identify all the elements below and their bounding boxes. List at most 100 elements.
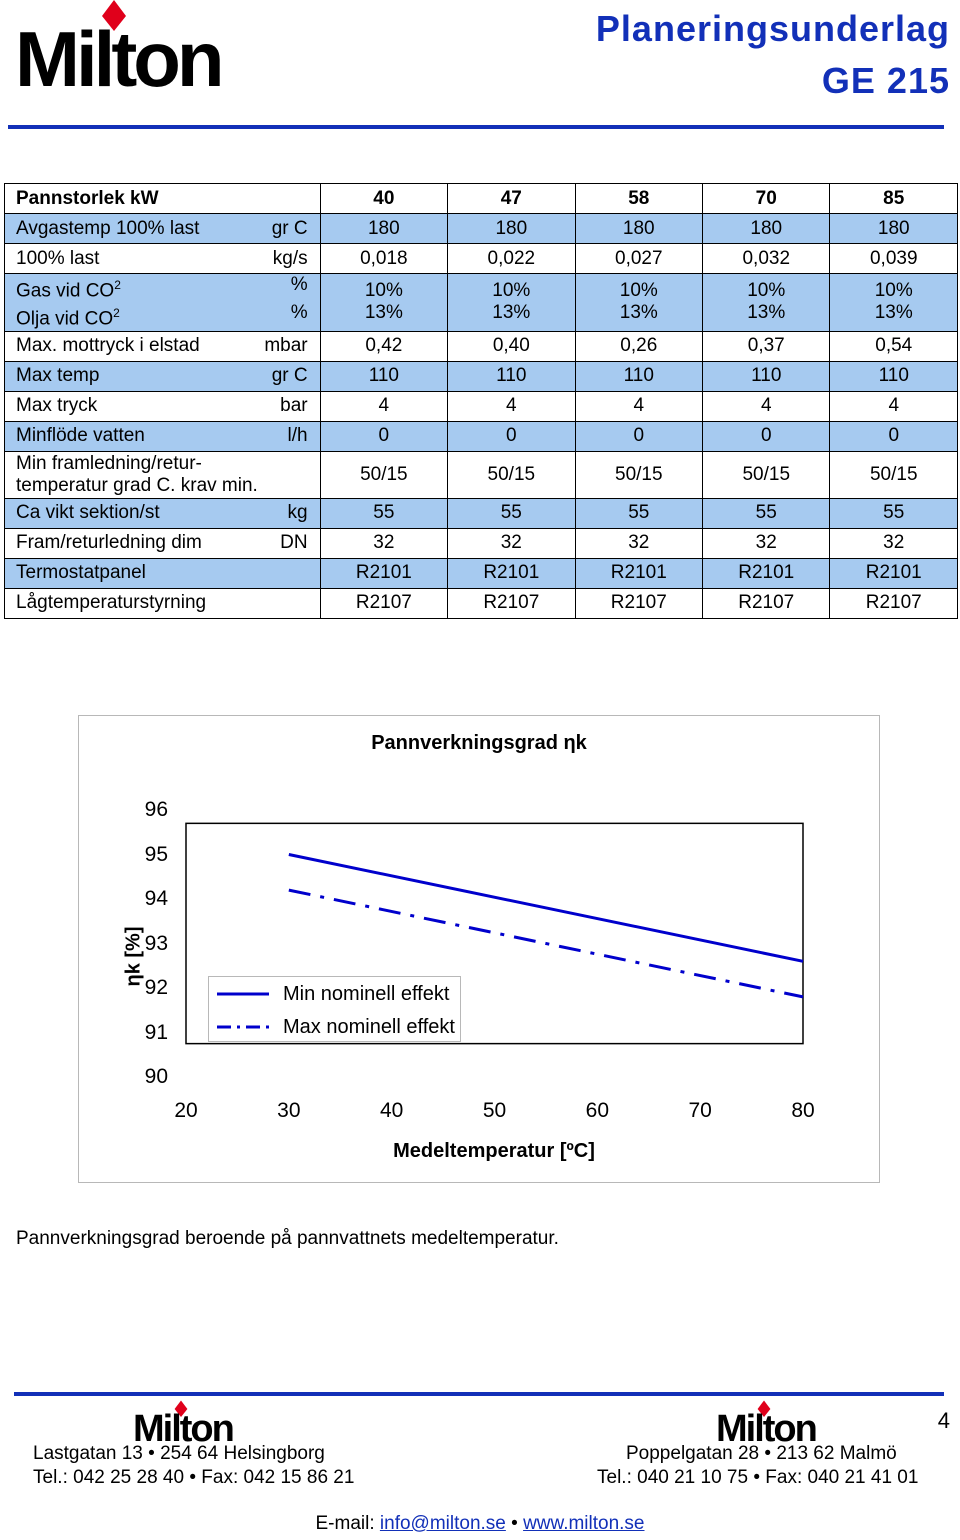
table-cell: 32	[702, 527, 831, 559]
table-cell: 110	[829, 360, 958, 392]
legend-swatch-solid	[217, 992, 269, 996]
table-cell: 32	[319, 527, 449, 559]
table-cell: 4	[702, 390, 831, 422]
separator: •	[511, 1513, 518, 1534]
legend-label: Min nominell effekt	[283, 982, 450, 1005]
table-cell: 4	[574, 390, 704, 422]
table-cell: R2101	[829, 557, 958, 589]
logo-text: Milton	[15, 15, 225, 103]
table-row: Minflöde vatten l/h 0 0 0 0 0	[4, 420, 958, 452]
row-label: Olja vid CO2	[16, 302, 120, 330]
row-label-cell: Min framledning/retur-temperatur grad C.…	[4, 450, 321, 499]
row-label-cell: Avgastemp 100% last gr C	[4, 213, 321, 244]
page-title: Planeringsunderlag	[595, 8, 950, 49]
table-cell: 55	[702, 497, 831, 529]
table-row: Max tryck bar 4 4 4 4 4	[4, 390, 958, 422]
chart-x-label: Medeltemperatur [ºC]	[393, 1140, 595, 1162]
cell-value-2: 13%	[619, 302, 658, 324]
row-label-line: Minflöde vatten l/h	[16, 425, 308, 447]
table-cell: 10% 13%	[574, 273, 704, 332]
table-cell: 50/15	[829, 450, 958, 499]
row-label-line: Max. mottryck i elstad mbar	[16, 335, 308, 357]
table-row: Lågtemperaturstyrning R2107 R2107 R2107 R210…	[4, 587, 958, 619]
table-row: 100% last kg/s 0,018 0,022 0,027 0,032 0,039	[4, 243, 958, 274]
table-row: Avgastemp 100% last gr C 180 180 180 180 180	[4, 213, 958, 244]
table-cell: 110	[702, 360, 831, 392]
y-tick-label: 94	[144, 887, 168, 910]
table-row: Max. mottryck i elstad mbar 0,42 0,40 0,26 0,…	[4, 330, 958, 362]
table-cell: R2101	[319, 557, 449, 589]
table-cell: 180	[574, 213, 704, 244]
page-number: 4	[937, 1408, 950, 1433]
row-label-line: Max tryck bar	[16, 395, 308, 417]
flame-icon	[174, 1400, 188, 1417]
table-cell: 110	[447, 360, 576, 392]
footer-logo-text: Milton	[133, 1408, 235, 1450]
row-label: Max. mottryck i elstad	[16, 335, 200, 357]
column-header: 70	[702, 183, 831, 214]
table-cell: 10% 13%	[702, 273, 831, 332]
email-link[interactable]: info@milton.se	[379, 1513, 506, 1534]
table-row: Max temp gr C 110 110 110 110 110	[4, 360, 958, 392]
table-cell: R2101	[447, 557, 576, 589]
cell-value-2: 13%	[492, 302, 531, 324]
row-label: Min framledning/retur-	[16, 452, 202, 474]
legend-item-max: Max nominell effekt	[217, 1012, 455, 1042]
table-cell: 110	[574, 360, 704, 392]
table-cell: 10% 13%	[447, 273, 576, 332]
table-cell: 180	[829, 213, 958, 244]
cell-value-2: 13%	[747, 302, 786, 324]
table-cell: 0	[319, 420, 449, 452]
table-cell: 110	[319, 360, 449, 392]
column-header: 85	[829, 183, 958, 214]
row-unit: gr C	[271, 217, 308, 239]
table-cell: 0	[574, 420, 704, 452]
row-label-text: Olja vid CO	[16, 308, 114, 330]
table-cell: 0,40	[447, 330, 576, 362]
y-tick-label: 95	[144, 842, 168, 866]
row-unit: kg	[287, 502, 308, 524]
table-cell: 0,26	[574, 330, 704, 362]
right-address: Poppelgatan 28 • 213 62 Malmö	[626, 1443, 897, 1464]
table-row: Fram/returledning dim DN 32 32 32 32 32	[4, 527, 958, 559]
column-header: 58	[574, 183, 704, 214]
table-cell: 4	[319, 390, 449, 422]
table-cell: 10% 13%	[829, 273, 958, 332]
table-cell: R2107	[702, 587, 831, 619]
table-cell: 4	[829, 390, 958, 422]
website-link[interactable]: www.milton.se	[523, 1513, 645, 1534]
header-label: Pannstorlek kW	[4, 183, 321, 214]
superscript: 2	[113, 306, 120, 321]
y-tick-label: 92	[144, 976, 168, 999]
row-label: Minflöde vatten	[16, 425, 145, 447]
row-label-cell: Max temp gr C	[4, 360, 321, 392]
row-unit: l/h	[287, 425, 308, 447]
table-cell: R2101	[702, 557, 831, 589]
table-cell: 55	[829, 497, 958, 529]
row-label-line: Ca vikt sektion/st kg	[16, 502, 308, 524]
row-unit: bar	[280, 395, 308, 417]
footer-divider	[14, 1392, 944, 1396]
left-phone: Tel.: 042 25 28 40 • Fax: 042 15 86 21	[33, 1467, 355, 1488]
x-tick-label: 50	[482, 1099, 507, 1122]
row-label: Max temp	[16, 365, 100, 387]
row-label-cell: Lågtemperaturstyrning	[4, 587, 321, 619]
cell-value-2: 13%	[364, 302, 403, 324]
x-tick-label: 30	[277, 1099, 301, 1122]
chart-frame	[78, 715, 880, 1183]
x-tick-label: 40	[379, 1099, 404, 1122]
row-label-text: Gas vid CO	[16, 280, 115, 302]
table-cell: 50/15	[702, 450, 831, 499]
x-tick-label: 80	[791, 1099, 815, 1122]
flame-icon	[102, 0, 126, 31]
cell-value: 10%	[492, 280, 531, 302]
table-cell: 0	[702, 420, 831, 452]
x-tick-label: 70	[688, 1099, 712, 1122]
y-tick-label: 93	[144, 931, 168, 955]
email-label: E-mail:	[315, 1513, 375, 1534]
left-address: Lastgatan 13 • 254 64 Helsingborg	[33, 1443, 325, 1464]
table-row: Termostatpanel R2101 R2101 R2101 R2101 R2101	[4, 557, 958, 589]
table-cell: 180	[702, 213, 831, 244]
row-label-line: Termostatpanel	[16, 562, 308, 584]
table-cell: 50/15	[319, 450, 449, 499]
